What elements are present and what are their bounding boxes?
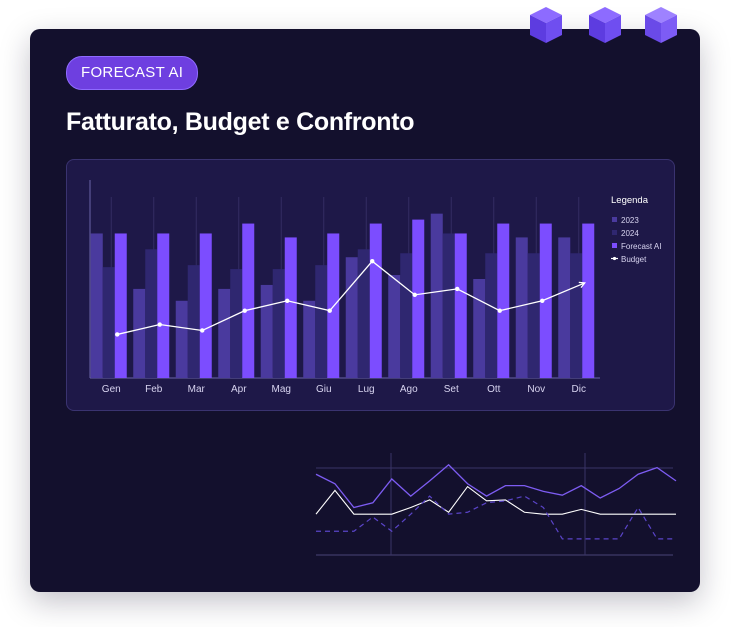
x-tick-label: Ott	[487, 384, 501, 395]
budget-point	[200, 328, 205, 333]
x-tick-label: Gen	[102, 384, 121, 395]
budget-point	[370, 258, 375, 264]
bar-2023-giu	[303, 300, 316, 378]
bar-2024-ott	[485, 253, 498, 378]
budget-point	[455, 286, 460, 292]
cube-icon-3	[645, 7, 677, 43]
x-tick-label: Ago	[400, 384, 418, 395]
budget-point	[497, 308, 502, 313]
x-tick-label: Mag	[272, 384, 291, 395]
bar-forecast-ai-apr	[242, 223, 255, 378]
bar-forecast-ai-mag	[284, 237, 297, 378]
legend-swatch	[612, 243, 617, 248]
bar-2024-nov	[527, 253, 540, 378]
bar-2024-apr	[230, 269, 243, 378]
legend-label: 2023	[621, 216, 639, 225]
bar-forecast-ai-ott	[497, 223, 510, 378]
legend-title: Legenda	[611, 195, 649, 206]
bar-forecast-ai-gen	[114, 233, 127, 378]
bar-forecast-ai-dic	[582, 223, 595, 378]
legend-swatch	[612, 217, 617, 222]
bar-2024-feb	[145, 249, 158, 378]
budget-point	[157, 322, 162, 327]
bar-2024-gen	[102, 267, 115, 378]
budget-point	[327, 308, 332, 313]
budget-line	[117, 260, 586, 336]
bar-2023-ago	[388, 275, 401, 378]
bar-forecast-ai-feb	[157, 233, 170, 378]
bar-2023-mag	[260, 284, 273, 378]
bar-2024-giu	[315, 265, 328, 378]
budget-point	[115, 332, 120, 337]
bar-2023-lug	[345, 257, 358, 378]
bar-2023-gen	[90, 233, 103, 378]
legend-label: 2024	[621, 229, 639, 238]
bar-2023-ott	[473, 279, 486, 378]
budget-point	[412, 292, 417, 298]
bar-forecast-ai-nov	[539, 223, 552, 378]
legend-swatch	[612, 230, 617, 235]
x-tick-label: Dic	[572, 384, 586, 395]
bar-forecast-ai-ago	[412, 219, 425, 378]
x-tick-label: Feb	[145, 384, 163, 395]
legend-label: Budget	[621, 255, 647, 264]
bar-forecast-ai-set	[454, 233, 467, 378]
legend-swatch-dot	[612, 256, 617, 261]
budget-point	[242, 308, 247, 313]
budget-point	[285, 298, 290, 303]
mini-series-purple	[315, 463, 677, 509]
forecast-ai-badge: FORECAST AI	[66, 56, 199, 90]
bar-2023-nov	[515, 237, 528, 378]
x-tick-label: Giu	[316, 384, 332, 395]
bar-2023-dic	[558, 237, 571, 378]
bar-2024-lug	[357, 249, 370, 378]
bar-2024-mar	[187, 265, 200, 378]
cube-icon-1	[530, 7, 562, 43]
x-tick-label: Lug	[358, 384, 375, 395]
x-tick-label: Nov	[527, 384, 545, 395]
bar-2023-feb	[133, 288, 146, 378]
bar-2024-dic	[570, 253, 583, 378]
bar-forecast-ai-mar	[199, 233, 212, 378]
x-tick-label: Apr	[231, 384, 247, 395]
legend-label: Forecast AI	[621, 242, 661, 251]
mini-series-dashed	[316, 495, 676, 540]
bar-2023-set	[430, 213, 443, 378]
budget-arrow-head	[578, 281, 587, 289]
bar-2024-set	[442, 233, 455, 378]
budget-point	[540, 298, 545, 303]
x-tick-label: Set	[444, 384, 459, 395]
page-title: Fatturato, Budget e Confronto	[66, 108, 415, 136]
bar-2024-ago	[400, 253, 413, 378]
bar-2024-mag	[272, 269, 285, 378]
cube-icon-2	[589, 7, 621, 43]
bar-2023-mar	[175, 300, 188, 378]
bar-2023-apr	[218, 288, 231, 378]
x-tick-label: Mar	[188, 384, 206, 395]
mini-series-white	[315, 485, 676, 515]
